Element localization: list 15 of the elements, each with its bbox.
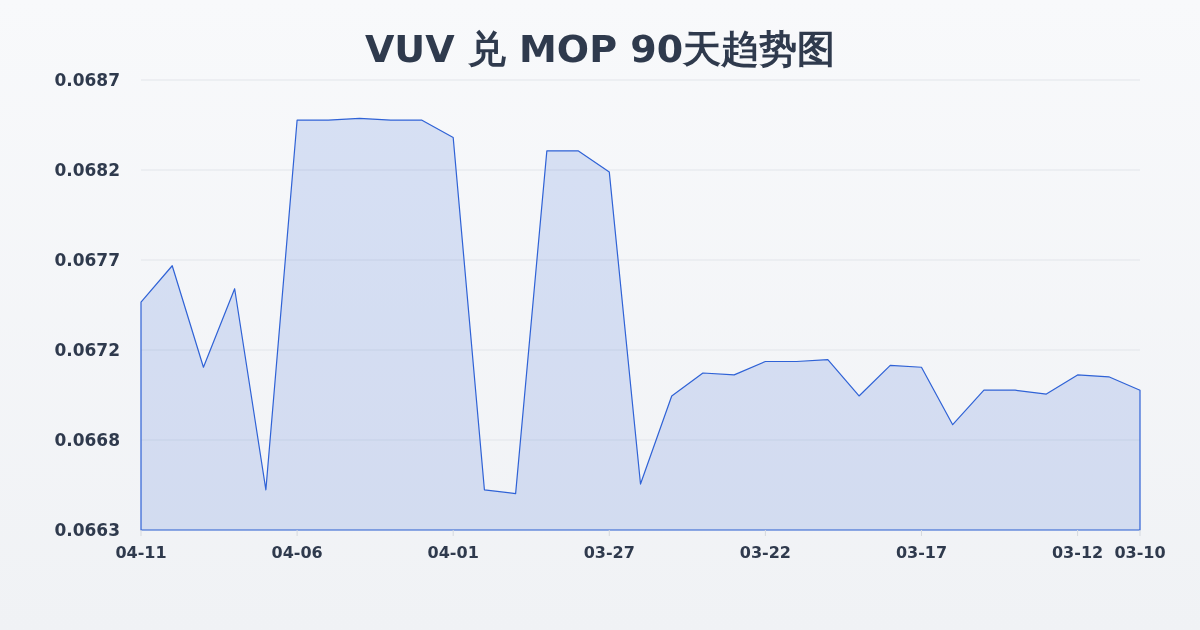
x-tick-label: 04-06	[271, 543, 323, 562]
y-tick-label: 0.0663	[54, 519, 120, 540]
x-tick-label: 04-11	[115, 543, 167, 562]
x-tick-label: 03-22	[739, 543, 791, 562]
x-tick-label: 04-01	[427, 543, 479, 562]
x-tick-label: 03-27	[583, 543, 635, 562]
x-tick-label: 03-10	[1114, 543, 1166, 562]
y-tick-label: 0.0672	[54, 339, 120, 360]
x-tick-label: 03-17	[895, 543, 948, 562]
y-tick-label: 0.0668	[54, 429, 120, 450]
y-tick-label: 0.0682	[54, 159, 120, 180]
chart-title: VUV 兑 MOP 90天趋势图	[364, 27, 836, 71]
x-tick-label: 03-12	[1051, 543, 1104, 562]
y-tick-label: 0.0687	[54, 69, 120, 90]
y-tick-label: 0.0677	[54, 249, 120, 270]
